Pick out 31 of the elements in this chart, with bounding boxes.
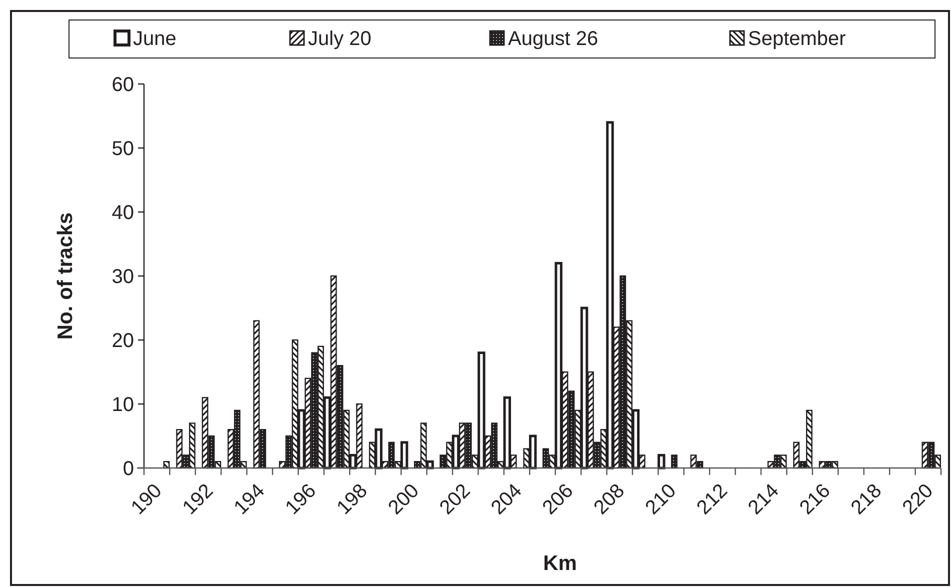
x-tick-label: 220 [898,480,938,520]
x-tick-label: 214 [744,480,784,520]
y-tick-label: 0 [122,458,134,480]
legend-label: August 26 [508,28,598,50]
y-tick-label: 60 [112,74,134,96]
x-tick-label: 208 [590,480,630,520]
x-axis-title: Km [543,552,577,575]
x-tick-label: 200 [384,480,424,520]
x-tick-label: 216 [796,480,835,520]
y-tick-label: 30 [112,266,134,288]
x-tick-label: 196 [281,480,321,520]
y-tick-label: 20 [112,330,134,352]
x-tick-label: 198 [332,480,372,520]
x-tick-label: 210 [641,480,680,520]
x-tick-label: 212 [692,480,732,520]
y-tick-label: 10 [112,394,134,416]
y-tick-label: 40 [112,202,134,224]
bar [658,454,666,470]
legend-label: September [748,28,846,50]
x-tick-label: 192 [178,480,218,520]
x-tick-label: 190 [127,480,166,520]
y-axis-title: No. of tracks [54,212,77,340]
x-tick-label: 218 [847,480,886,520]
x-tick-label: 194 [230,480,270,520]
legend-label: July 20 [308,28,372,50]
x-tick-label: 206 [538,480,578,520]
y-tick-label: 50 [112,138,134,160]
x-tick-label: 202 [436,480,475,520]
x-tick-label: 204 [487,480,526,520]
bar [671,454,678,469]
legend-label: June [133,28,176,50]
